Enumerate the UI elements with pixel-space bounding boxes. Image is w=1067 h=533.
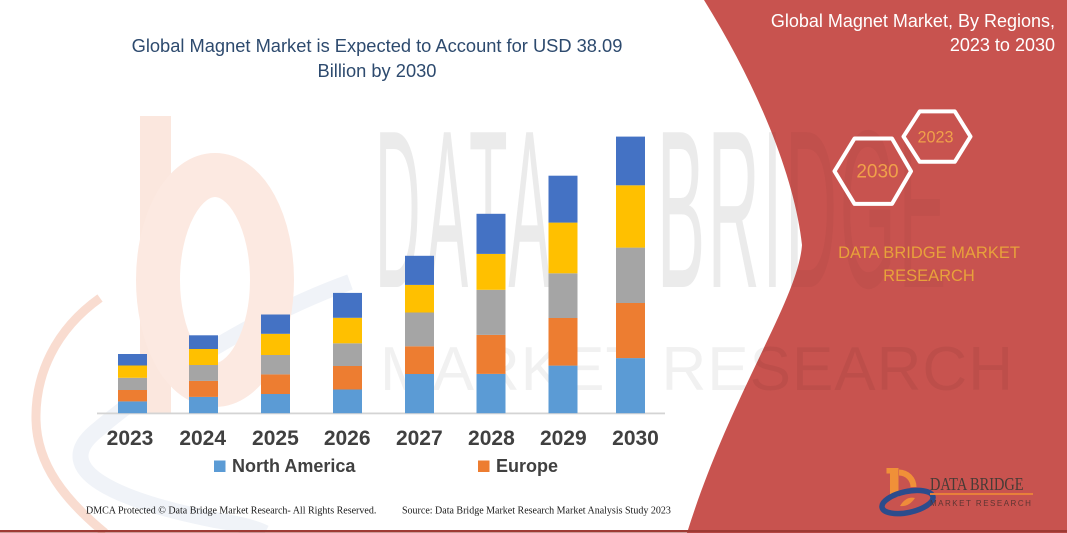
svg-text:MARKET RESEARCH: MARKET RESEARCH bbox=[930, 499, 1032, 508]
svg-text:Source: Data Bridge Market Res: Source: Data Bridge Market Research Mark… bbox=[402, 506, 671, 517]
svg-text:2024: 2024 bbox=[179, 427, 226, 450]
svg-text:DMCA Protected © Data Bridge M: DMCA Protected © Data Bridge Market Rese… bbox=[86, 506, 376, 517]
svg-text:Global Magnet Market is Expect: Global Magnet Market is Expected to Acco… bbox=[132, 35, 623, 56]
svg-text:2030: 2030 bbox=[856, 162, 898, 183]
svg-text:Global Magnet Market, By Regio: Global Magnet Market, By Regions, bbox=[771, 11, 1055, 31]
svg-text:North America: North America bbox=[232, 456, 356, 476]
svg-text:2023: 2023 bbox=[107, 427, 154, 450]
svg-text:DATA BRIDGE MARKET: DATA BRIDGE MARKET bbox=[838, 244, 1020, 262]
svg-text:2030: 2030 bbox=[612, 427, 659, 450]
svg-text:DATA: DATA bbox=[375, 84, 556, 336]
svg-text:2026: 2026 bbox=[324, 427, 371, 450]
svg-text:2023: 2023 bbox=[917, 129, 953, 147]
svg-text:2023 to 2030: 2023 to 2030 bbox=[950, 35, 1055, 55]
svg-text:2029: 2029 bbox=[540, 427, 587, 450]
svg-text:Billion by 2030: Billion by 2030 bbox=[318, 60, 437, 81]
svg-text:2025: 2025 bbox=[252, 427, 299, 450]
svg-text:Europe: Europe bbox=[496, 456, 558, 476]
svg-text:2028: 2028 bbox=[468, 427, 515, 450]
svg-text:RESEARCH: RESEARCH bbox=[883, 267, 975, 285]
svg-text:DATA BRIDGE: DATA BRIDGE bbox=[930, 473, 1024, 494]
svg-text:2027: 2027 bbox=[396, 427, 443, 450]
